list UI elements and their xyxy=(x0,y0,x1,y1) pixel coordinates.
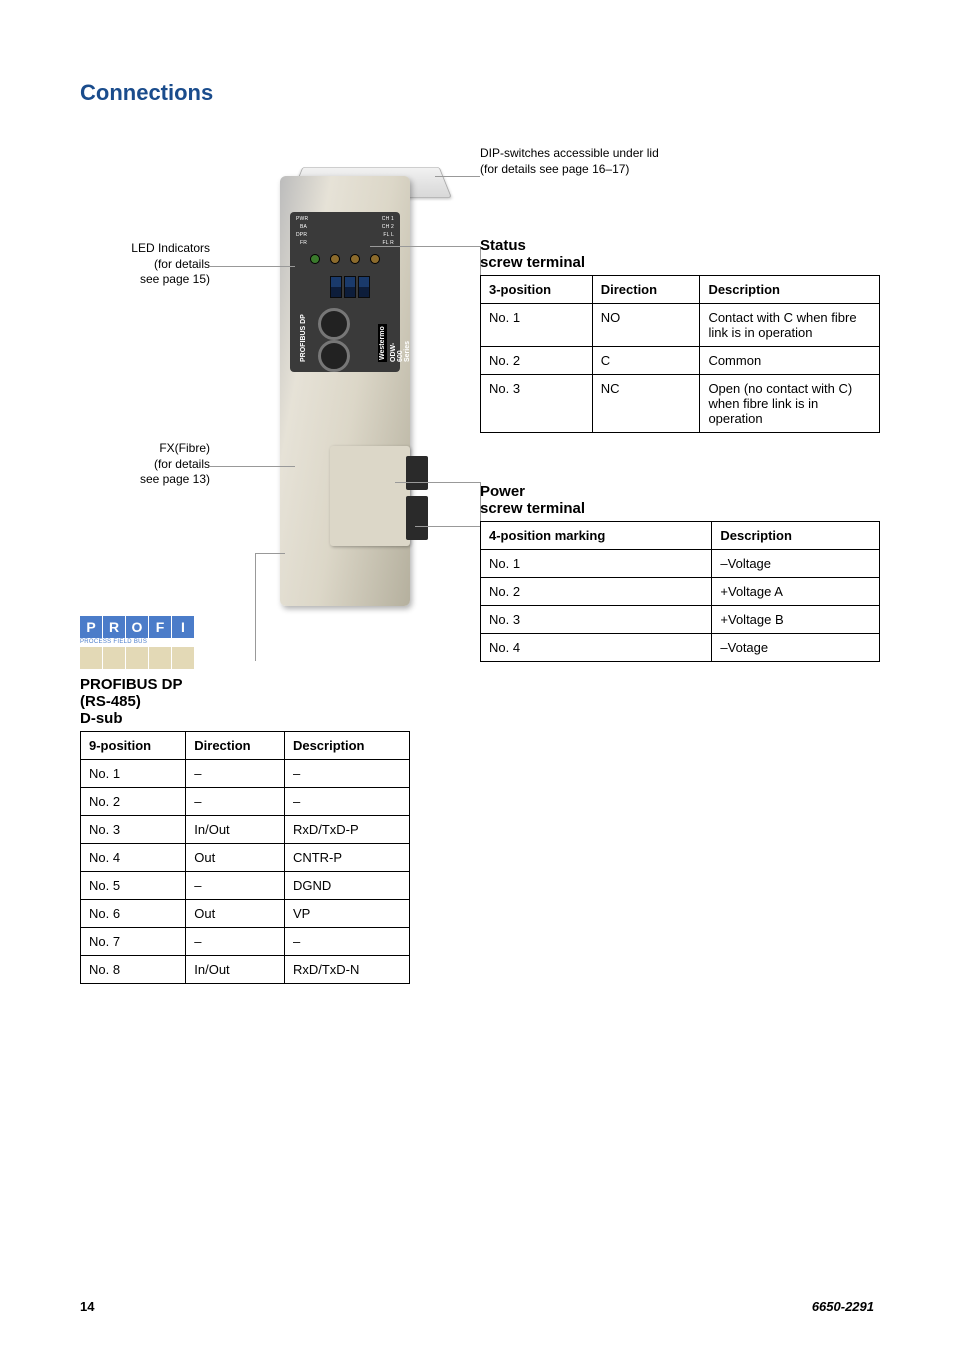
led-label: CH 2 xyxy=(382,224,394,230)
led-label: PWR xyxy=(296,216,308,222)
led-label: CH 1 xyxy=(382,216,394,222)
led-label: FL L xyxy=(383,232,394,238)
led-label: DPR xyxy=(296,232,307,238)
col-header: Direction xyxy=(601,282,657,297)
col-header: Description xyxy=(720,528,792,543)
status-heading-line1: Status xyxy=(480,237,526,254)
pointer-line xyxy=(370,246,480,247)
fx-port-icon xyxy=(318,340,350,372)
profibus-table: 9-position Direction Description No. 1––… xyxy=(80,731,410,984)
table-row: No. 1NOContact with C when fibre link is… xyxy=(481,304,880,347)
table-row: No. 4–Votage xyxy=(481,634,880,662)
page-footer: 14 6650-2291 xyxy=(80,1299,874,1314)
dip-switches xyxy=(330,276,370,298)
power-heading: Power screw terminal xyxy=(480,483,880,517)
table-row: No. 1–Voltage xyxy=(481,550,880,578)
table-row: No. 2+Voltage A xyxy=(481,578,880,606)
annotation-dip: DIP-switches accessible under lid (for d… xyxy=(480,146,880,177)
pointer-line xyxy=(435,176,480,177)
led-label: BA xyxy=(300,224,307,230)
table-row: No. 2CCommon xyxy=(481,347,880,375)
device-side-label: PROFIBUS DP xyxy=(300,314,307,362)
profibus-heading: PROFIBUS DP (RS-485) D-sub xyxy=(80,676,410,727)
annotation-fx: FX(Fibre) (for details see page 13) xyxy=(80,441,210,488)
table-row: No. 3+Voltage B xyxy=(481,606,880,634)
device-brand-label: Westermo xyxy=(378,324,387,362)
table-row: No. 2–– xyxy=(81,788,410,816)
status-heading-line2: screw terminal xyxy=(480,254,585,271)
device-illustration: W PWR CH 1 BA CH 2 DPR FL L FR FL R PROF… xyxy=(240,146,460,656)
page-title: Connections xyxy=(80,80,874,106)
col-header: 9-position xyxy=(89,738,151,753)
col-header: Description xyxy=(708,282,780,297)
table-row: No. 7–– xyxy=(81,928,410,956)
fx-port-icon xyxy=(318,308,350,340)
pointer-line xyxy=(210,266,295,267)
power-heading-line1: Power xyxy=(480,483,525,500)
col-header: 4-position marking xyxy=(489,528,605,543)
col-header: Description xyxy=(293,738,365,753)
col-header: Direction xyxy=(194,738,250,753)
profibus-heading-line2: (RS-485) xyxy=(80,693,141,710)
device-side-label: ODW-600 Series xyxy=(390,341,410,362)
page-number: 14 xyxy=(80,1299,94,1314)
table-row: No. 3In/OutRxD/TxD-P xyxy=(81,816,410,844)
pointer-line xyxy=(395,482,480,483)
table-row: No. 1–– xyxy=(81,760,410,788)
pointer-line xyxy=(415,526,480,527)
led-label: FR xyxy=(300,240,307,246)
profibus-heading-line1: PROFIBUS DP xyxy=(80,676,183,693)
table-row: No. 8In/OutRxD/TxD-N xyxy=(81,956,410,984)
power-table: 4-position marking Description No. 1–Vol… xyxy=(480,521,880,662)
profibus-logo: PROFI PROCESS FIELD BUS xyxy=(80,616,220,669)
table-row: No. 6OutVP xyxy=(81,900,410,928)
device-terminal-block xyxy=(330,446,410,546)
power-heading-line2: screw terminal xyxy=(480,500,585,517)
table-row: No. 4OutCNTR-P xyxy=(81,844,410,872)
pointer-line xyxy=(255,553,285,554)
annotation-led: LED Indicators (for details see page 15) xyxy=(80,241,210,288)
table-row: No. 3NCOpen (no con­tact with C) when fi… xyxy=(481,375,880,433)
col-header: 3-position xyxy=(489,282,551,297)
status-table: 3-position Direction Description No. 1NO… xyxy=(480,275,880,433)
document-id: 6650-2291 xyxy=(812,1299,874,1314)
pointer-line xyxy=(255,553,256,661)
status-heading: Status screw terminal xyxy=(480,237,880,271)
table-row: No. 5–DGND xyxy=(81,872,410,900)
profibus-heading-line3: D-sub xyxy=(80,710,123,727)
pointer-line xyxy=(210,466,295,467)
